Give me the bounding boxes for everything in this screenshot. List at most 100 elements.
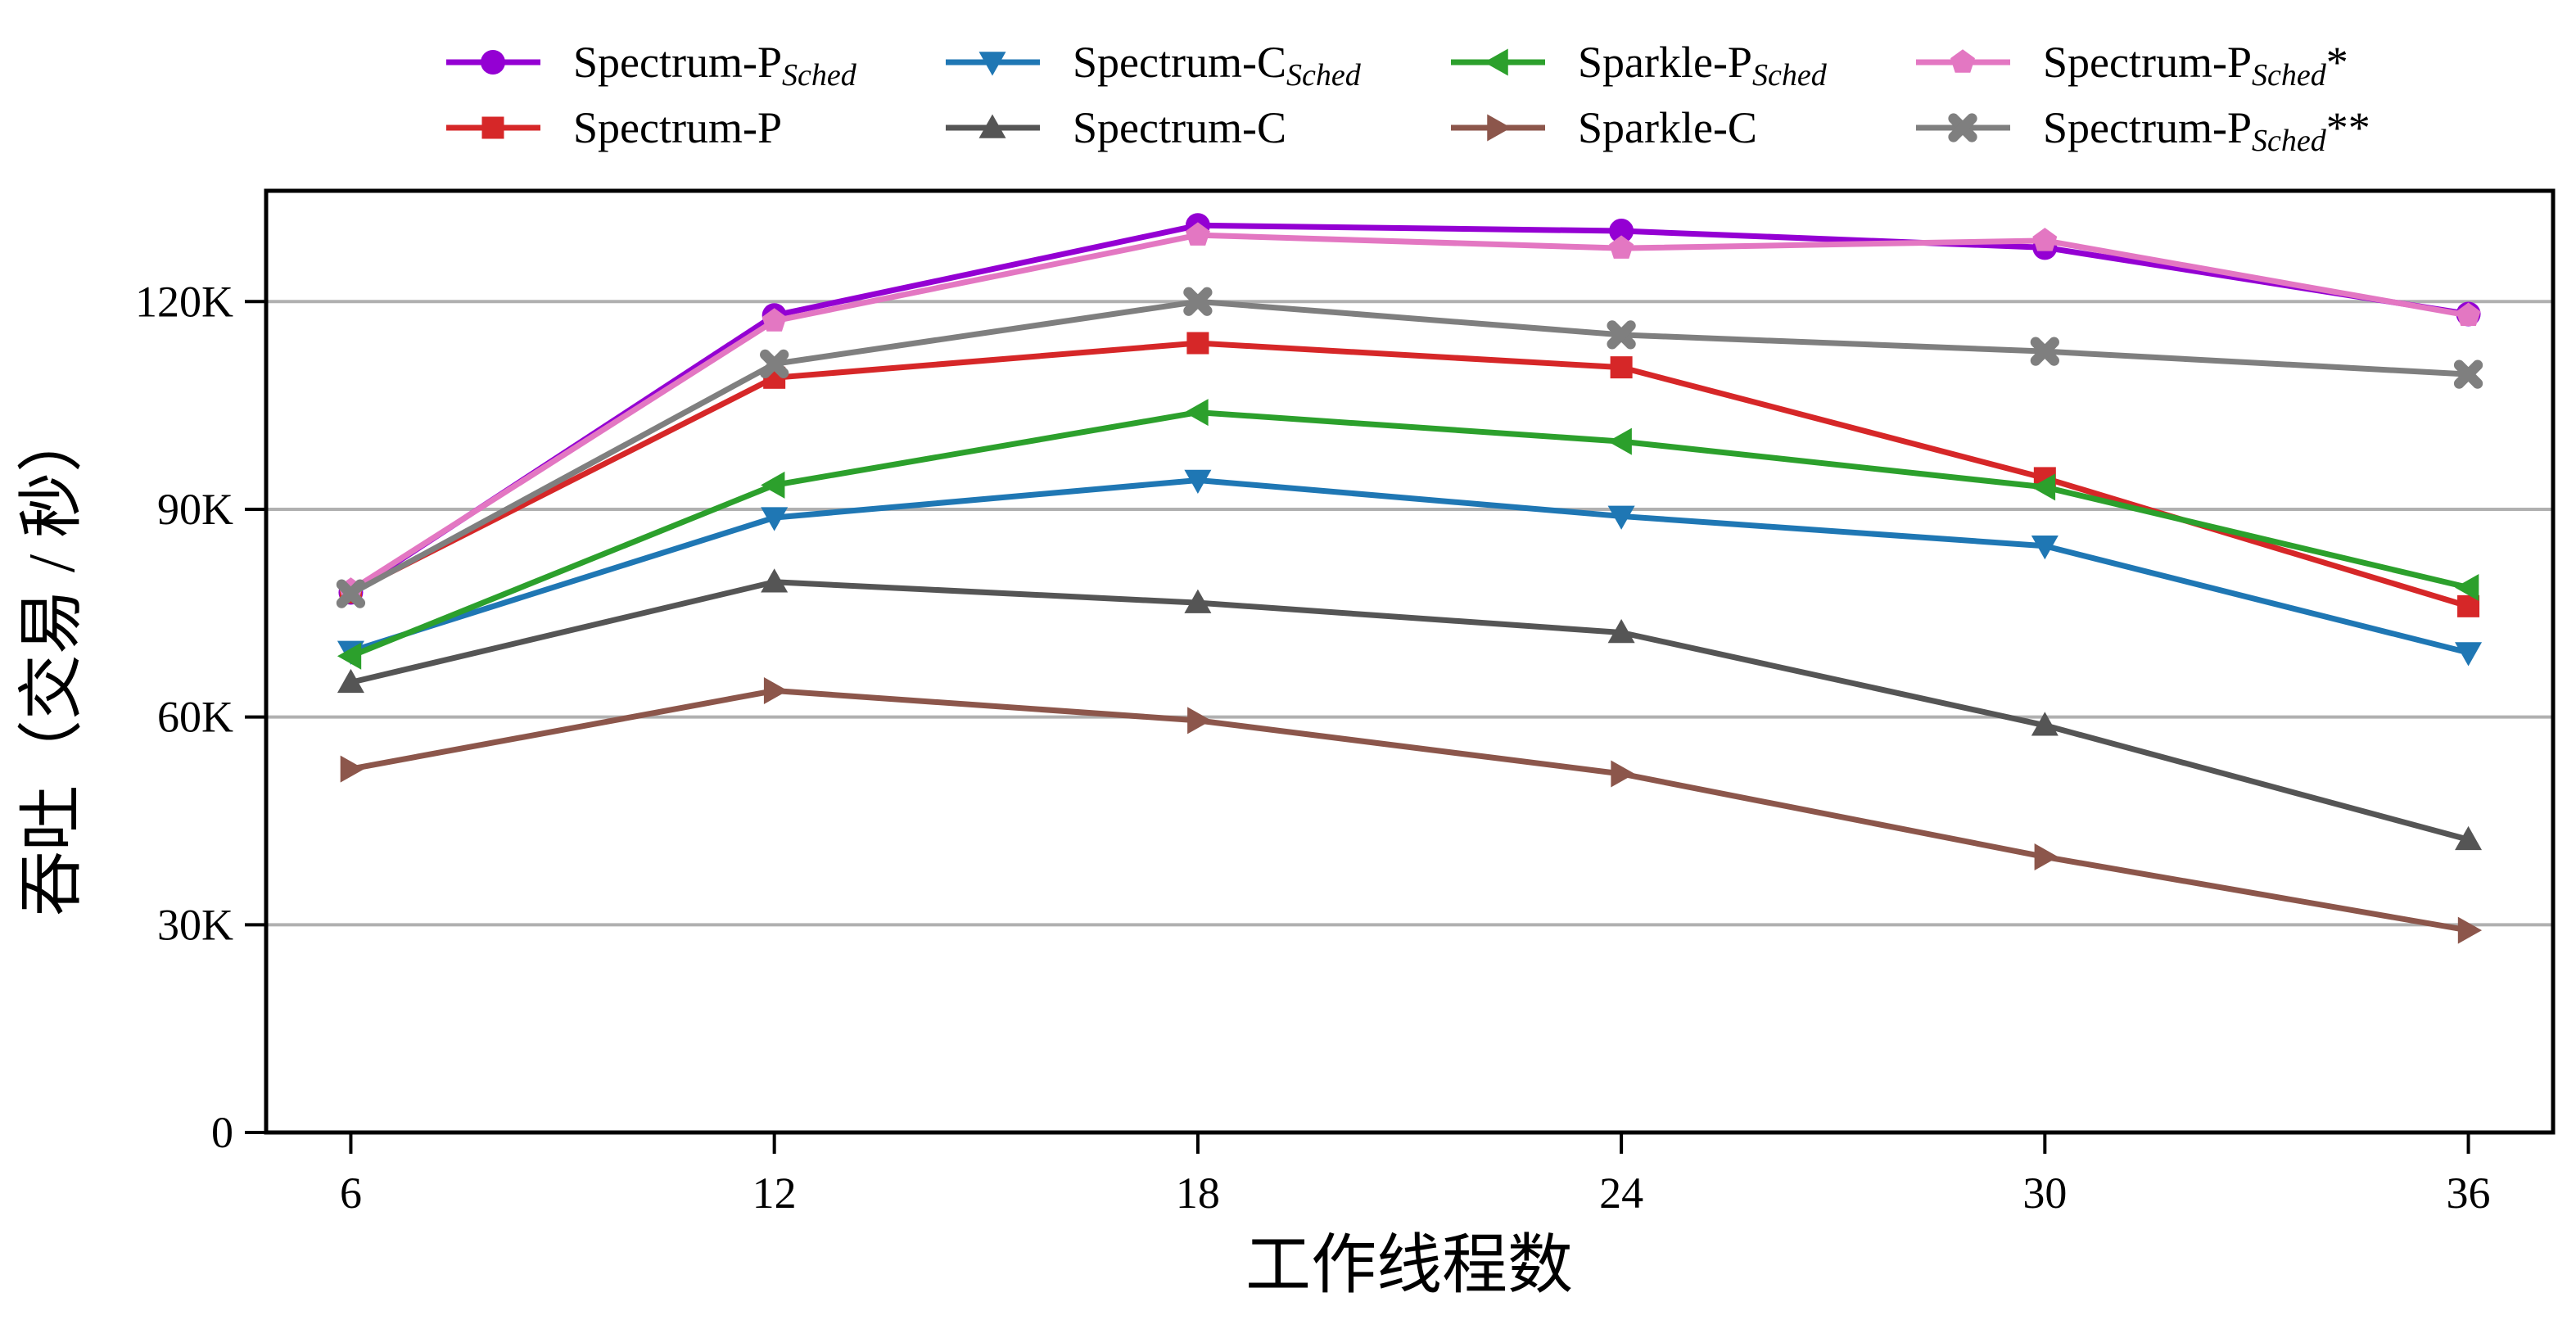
legend-label: Sparkle-PSched <box>1578 38 1828 93</box>
legend-item-8: Spectrum-PSched** <box>1916 103 2370 158</box>
data-point <box>2457 916 2483 944</box>
plot-frame <box>264 188 2556 1135</box>
data-point <box>2456 302 2481 326</box>
data-point <box>2032 228 2058 251</box>
legend-marker <box>1950 49 1975 73</box>
data-point <box>336 579 366 608</box>
legend-label: Spectrum-PSched* <box>2043 38 2348 93</box>
y-tick-label: 120K <box>135 277 233 326</box>
data-point <box>337 642 362 670</box>
series-line <box>349 232 2470 593</box>
x-tick-label: 18 <box>1176 1168 1220 1218</box>
x-tick-label: 6 <box>340 1168 362 1218</box>
data-point <box>1607 427 1632 455</box>
data-point-stroke-b <box>760 349 789 379</box>
legend-item-7: Spectrum-PSched* <box>1916 38 2348 93</box>
data-point <box>1611 760 1635 788</box>
legend-marker <box>1487 114 1512 142</box>
x-tick-label: 36 <box>2447 1168 2491 1218</box>
series-line <box>349 222 2470 595</box>
data-point-stroke-b <box>2453 359 2483 389</box>
data-point <box>1185 222 1210 246</box>
data-point-stroke-b <box>336 579 366 608</box>
x-tick-label: 30 <box>2022 1168 2067 1218</box>
data-point-stroke-b <box>1607 320 1636 350</box>
legend-item-3: Spectrum-CSched <box>946 38 1362 93</box>
y-tick-label: 0 <box>211 1108 233 1157</box>
data-point <box>1184 399 1209 427</box>
legend-label: Sparkle-C <box>1578 103 1757 152</box>
data-point <box>761 471 785 499</box>
legend-label: Spectrum-PSched <box>573 38 857 93</box>
series-8 <box>336 287 2483 608</box>
legend: Spectrum-PSched Spectrum-P Spectrum-CSched… <box>446 38 2370 158</box>
data-point <box>763 677 789 705</box>
series-layer <box>336 213 2483 944</box>
data-point <box>1607 618 1635 644</box>
series-line <box>350 409 2470 659</box>
legend-marker <box>481 50 505 75</box>
data-point <box>340 755 364 783</box>
series-line <box>350 688 2470 933</box>
data-point <box>1186 332 1209 355</box>
series-5 <box>337 399 2479 670</box>
legend-marker <box>978 114 1006 138</box>
data-point <box>1183 287 1213 316</box>
data-point <box>760 349 789 379</box>
series-line <box>349 340 2470 609</box>
data-point <box>2030 337 2059 366</box>
legend-item-4: Spectrum-C <box>946 103 1286 152</box>
data-point <box>2031 712 2059 736</box>
legend-label: Spectrum-CSched <box>1073 38 1362 93</box>
tick-layer: 0 30K 60K 90K 120K 6 12 18 24 30 36 <box>135 277 2491 1218</box>
data-point <box>2455 642 2483 667</box>
data-point <box>1184 469 1212 494</box>
data-point <box>1184 589 1212 613</box>
data-point <box>337 668 364 694</box>
data-point <box>2031 473 2056 501</box>
series-line <box>350 579 2470 843</box>
legend-item-2: Spectrum-P <box>446 103 782 152</box>
data-point <box>1607 320 1636 350</box>
data-point <box>762 308 787 332</box>
legend-marker <box>1948 113 1977 142</box>
data-point <box>761 507 789 531</box>
data-point <box>1607 505 1635 530</box>
legend-marker <box>481 116 504 139</box>
legend-label: Spectrum-C <box>1073 103 1286 152</box>
y-tick-label: 90K <box>157 485 233 534</box>
legend-marker <box>978 52 1006 76</box>
legend-item-6: Sparkle-C <box>1451 103 1757 152</box>
data-point <box>2031 536 2059 560</box>
data-point <box>761 568 789 593</box>
series-line <box>350 477 2470 656</box>
series-line <box>349 298 2469 597</box>
series-1 <box>338 213 2481 605</box>
series-7 <box>338 222 2481 601</box>
legend-item-1: Spectrum-PSched <box>446 38 857 93</box>
data-point <box>1187 707 1212 735</box>
legend-item-5: Sparkle-PSched <box>1451 38 1828 93</box>
grid-layer <box>266 300 2553 927</box>
y-tick-label: 30K <box>157 900 233 949</box>
data-point <box>2453 359 2483 389</box>
x-tick-label: 24 <box>1599 1168 1643 1218</box>
legend-marker-stroke-b <box>1948 113 1977 142</box>
data-point <box>1609 219 1634 244</box>
series-3 <box>337 469 2483 667</box>
data-point <box>2034 843 2059 870</box>
data-point <box>2455 574 2479 602</box>
legend-label: Spectrum-PSched** <box>2043 103 2370 158</box>
x-tick-label: 12 <box>752 1168 797 1218</box>
series-6 <box>340 677 2483 944</box>
legend-marker <box>1484 48 1508 76</box>
data-point <box>1609 235 1634 259</box>
legend-label: Spectrum-P <box>573 103 782 152</box>
data-point <box>2455 825 2483 851</box>
y-axis-label: 吞吐（交易 / 秒） <box>16 407 88 916</box>
series-4 <box>337 568 2483 851</box>
data-point-stroke-b <box>1183 287 1213 316</box>
data-point-stroke-b <box>2030 337 2059 366</box>
data-point <box>1610 356 1633 379</box>
